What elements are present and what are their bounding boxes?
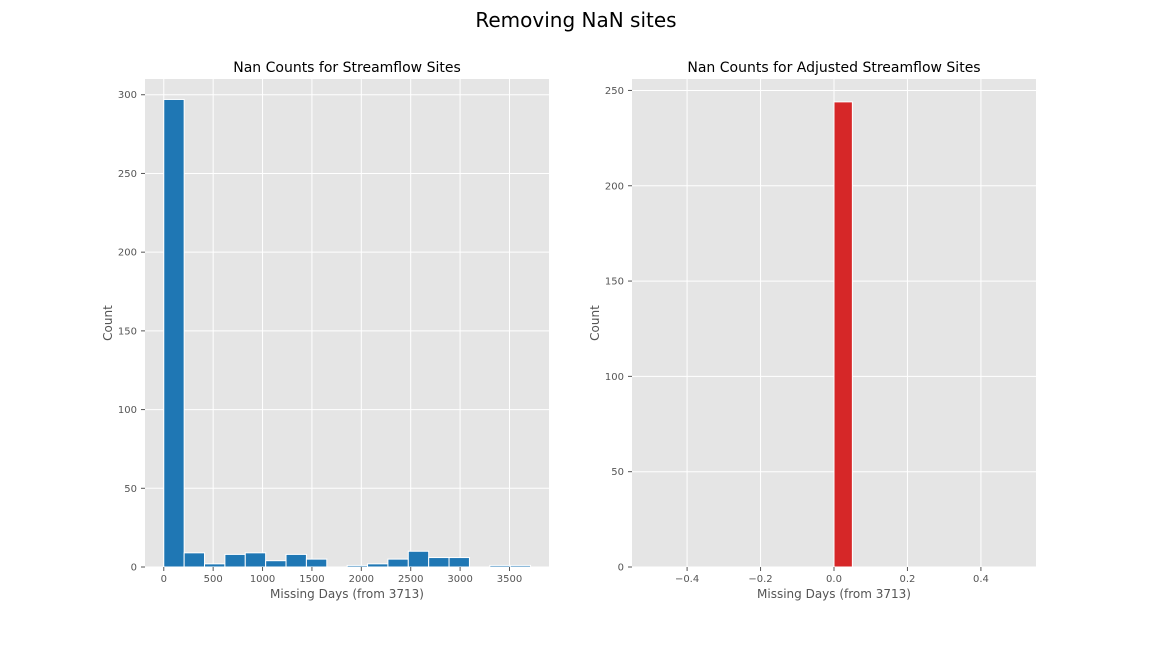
y-tick-label: 0 [131,563,137,574]
x-tick-label: 0 [161,574,167,585]
histogram-bar [183,552,206,568]
plot-title: Nan Counts for Adjusted Streamflow Sites [687,60,980,76]
x-tick-label: 2500 [398,574,423,585]
y-tick-label: 100 [118,405,137,416]
y-tick-label: 250 [605,86,624,97]
x-tick-label: 0.2 [900,574,916,585]
histogram-bar [428,557,450,568]
histogram-bar [244,552,267,568]
y-axis-label: Count [588,305,602,341]
y-tick-label: 200 [118,248,137,259]
plot-background [145,79,549,567]
histogram-bar [163,98,185,568]
x-tick-label: −0.4 [675,574,699,585]
x-tick-label: 1000 [250,574,275,585]
histogram-bar [833,101,853,568]
histogram-bar [285,553,307,568]
histogram-bar [509,564,532,568]
x-tick-label: 3500 [497,574,522,585]
histogram-bar [407,550,430,568]
x-tick-label: 500 [204,574,223,585]
plot-title: Nan Counts for Streamflow Sites [233,60,461,76]
x-axis-label: Missing Days (from 3713) [757,587,911,601]
y-tick-label: 100 [605,372,624,383]
x-tick-label: 0.4 [973,574,989,585]
x-tick-label: 3000 [447,574,472,585]
y-tick-label: 50 [124,484,137,495]
y-tick-label: 150 [118,326,137,337]
x-tick-label: 1500 [299,574,324,585]
y-tick-label: 250 [118,169,137,180]
x-tick-label: 2000 [349,574,374,585]
histogram-bar [448,557,470,568]
histogram-bar [265,560,287,568]
histogram-bar [489,564,511,568]
x-axis-label: Missing Days (from 3713) [270,587,424,601]
y-tick-label: 200 [605,181,624,192]
histogram-bar [387,558,409,568]
histogram-bar [346,564,369,568]
x-tick-label: 0.0 [826,574,842,585]
histogram-bar [224,553,246,568]
histogram-bar [367,563,389,568]
x-tick-label: −0.2 [748,574,772,585]
y-axis-label: Count [101,305,115,341]
y-tick-label: 150 [605,277,624,288]
y-tick-label: 300 [118,90,137,101]
right-histogram: −0.4 −0.2 0.0 0.2 0.4 0 50 100 150 200 250 Nan Coun… [588,60,1036,601]
histogram-bar [305,558,328,568]
histogram-bar [204,563,226,568]
figure-title: Removing NaN sites [475,8,677,32]
left-histogram: 0 500 1000 1500 2000 2500 3000 3500 0 50 100 150 200… [101,60,549,601]
y-tick-label: 50 [611,467,624,478]
y-tick-label: 0 [618,563,624,574]
